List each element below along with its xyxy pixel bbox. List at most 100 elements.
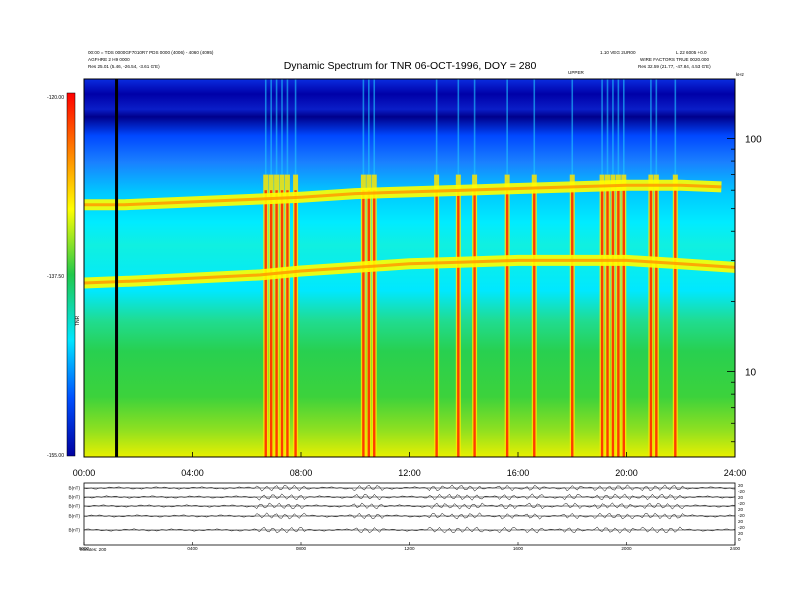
header-left-line2: AGFHRE 2 H9 0000 bbox=[88, 57, 130, 62]
magnetometer-right-tick: -20 bbox=[738, 489, 745, 494]
burst-trace bbox=[275, 79, 278, 175]
magnetometer-right-tick: -20 bbox=[738, 513, 745, 518]
colorbar-tick-top: -120.00 bbox=[47, 95, 64, 101]
burst-core bbox=[505, 190, 509, 457]
magnetometer-x-label: 0000 bbox=[79, 546, 90, 551]
magnetometer-series-label: B(nT) bbox=[69, 514, 81, 519]
marker-layer bbox=[115, 79, 119, 457]
spectrogram bbox=[84, 79, 735, 457]
burst-core bbox=[674, 190, 677, 457]
magnetometer-x-label: 2000 bbox=[621, 546, 632, 551]
burst-core bbox=[571, 190, 574, 457]
magnetometer-trace bbox=[83, 502, 736, 510]
burst-trace bbox=[571, 79, 574, 175]
burst-core bbox=[617, 190, 620, 457]
magnetometer-x-label: 0800 bbox=[296, 546, 307, 551]
x-tick-label: 08:00 bbox=[290, 468, 313, 478]
burst-core bbox=[275, 190, 278, 457]
colorbar-label: TNR bbox=[75, 315, 81, 326]
burst-core bbox=[264, 190, 267, 457]
khz-label: kHz bbox=[736, 72, 745, 77]
magnetometer-labels: B(nT) B(nT) B(nT) B(nT) B(nT) bbox=[69, 486, 81, 533]
burst-trace bbox=[270, 79, 272, 175]
magnetometer-x-label: 2400 bbox=[730, 546, 741, 551]
magnetometer-right-tick: -20 bbox=[738, 501, 745, 506]
magnetometer-right-tick: 20 bbox=[738, 519, 744, 524]
magnetometer-trace bbox=[83, 526, 736, 534]
burst-trace bbox=[457, 79, 460, 175]
x-tick-label: 12:00 bbox=[398, 468, 421, 478]
magnetometer-bottom-label: Minutes: 200 bbox=[80, 547, 107, 552]
burst-trace bbox=[506, 79, 508, 175]
burst-core bbox=[622, 190, 625, 457]
magnetometer-x-label: 1200 bbox=[404, 546, 415, 551]
burst-core bbox=[611, 190, 615, 457]
burst-core bbox=[473, 190, 476, 457]
x-axis: 00:00 04:00 08:00 12:00 16:00 20:00 24:00 bbox=[73, 452, 746, 478]
burst-trace bbox=[286, 79, 289, 175]
band-upper-core bbox=[84, 183, 722, 207]
magnetometer-series-label: B(nT) bbox=[69, 504, 81, 509]
burst-trace bbox=[473, 79, 476, 175]
x-tick-label: 00:00 bbox=[73, 468, 96, 478]
magnetometer-trace bbox=[83, 512, 736, 520]
magnetometer-right-tick: 20 bbox=[738, 531, 744, 536]
magnetometer-series-label: B(nT) bbox=[69, 528, 81, 533]
colorbar-tick-bottom: -155.00 bbox=[47, 453, 64, 459]
y-tick-label: 100 bbox=[745, 134, 762, 145]
magnetometer-right-tick: 20 bbox=[738, 495, 744, 500]
y-axis: 100 10 bbox=[727, 134, 762, 443]
burst-trace bbox=[373, 79, 376, 175]
header-mid-label: UPPER bbox=[568, 70, 585, 75]
burst-core bbox=[655, 190, 658, 457]
burst-core bbox=[649, 190, 653, 457]
burst-core bbox=[269, 190, 273, 457]
band-lower-core bbox=[84, 258, 735, 285]
header-right-line4: Res 32.59 (21.77, -47.84, 4.53 G'E) bbox=[638, 64, 711, 69]
magnetometer-right-tick: 0 bbox=[738, 537, 741, 542]
magnetometer-series-label: B(nT) bbox=[69, 486, 81, 491]
x-tick-label: 04:00 bbox=[181, 468, 204, 478]
header-left-line1: 00:00 = TDS 0000GF7010R7 PDS 0000 (4006)… bbox=[88, 50, 214, 55]
header-right-line3: WIRE FACTORS TRUE 0020.000 bbox=[640, 57, 709, 62]
burst-core bbox=[294, 190, 297, 457]
burst-trace bbox=[264, 79, 267, 175]
burst-trace bbox=[622, 79, 625, 175]
burst-trace bbox=[612, 79, 614, 175]
burst-core bbox=[435, 190, 438, 457]
burst-core bbox=[367, 190, 371, 457]
burst-core bbox=[286, 190, 289, 457]
header-left-line3: Res 25.01 (5.46, -26.54, -3.61 G'E) bbox=[88, 64, 160, 69]
burst-trace bbox=[281, 79, 283, 175]
burst-core bbox=[362, 190, 365, 457]
x-tick-label: 20:00 bbox=[615, 468, 638, 478]
band-layer bbox=[84, 179, 735, 289]
magnetometer-trace bbox=[83, 493, 736, 501]
magnetometer-trace bbox=[83, 484, 736, 492]
magnetometer-right-tick: -20 bbox=[738, 525, 745, 530]
header-right-line1: 1.10 VEG 2UR00 bbox=[600, 50, 636, 55]
x-tick-label: 16:00 bbox=[507, 468, 530, 478]
burst-core bbox=[606, 190, 609, 457]
burst-layer bbox=[263, 79, 678, 457]
magnetometer-right-tick: 20 bbox=[738, 507, 744, 512]
y-tick-label: 10 bbox=[745, 368, 757, 379]
magnetometer-lines bbox=[83, 484, 736, 534]
burst-trace bbox=[650, 79, 652, 175]
burst-trace bbox=[435, 79, 438, 175]
burst-core bbox=[600, 190, 604, 457]
burst-trace bbox=[601, 79, 603, 175]
colorbar bbox=[66, 92, 76, 457]
burst-trace bbox=[362, 79, 365, 175]
burst-core bbox=[533, 190, 536, 457]
magnetometer-x-label: 1600 bbox=[513, 546, 524, 551]
burst-core bbox=[373, 190, 376, 457]
burst-trace bbox=[606, 79, 609, 175]
burst-trace bbox=[294, 79, 297, 175]
burst-core bbox=[280, 190, 284, 457]
magnetometer-frame bbox=[83, 482, 736, 546]
magnetometer-right-tick: 20 bbox=[738, 483, 744, 488]
burst-trace bbox=[674, 79, 677, 175]
magnetometer-panel: B(nT)B(nT)B(nT)B(nT)B(nT) 20-2020-2020-2… bbox=[69, 482, 745, 552]
